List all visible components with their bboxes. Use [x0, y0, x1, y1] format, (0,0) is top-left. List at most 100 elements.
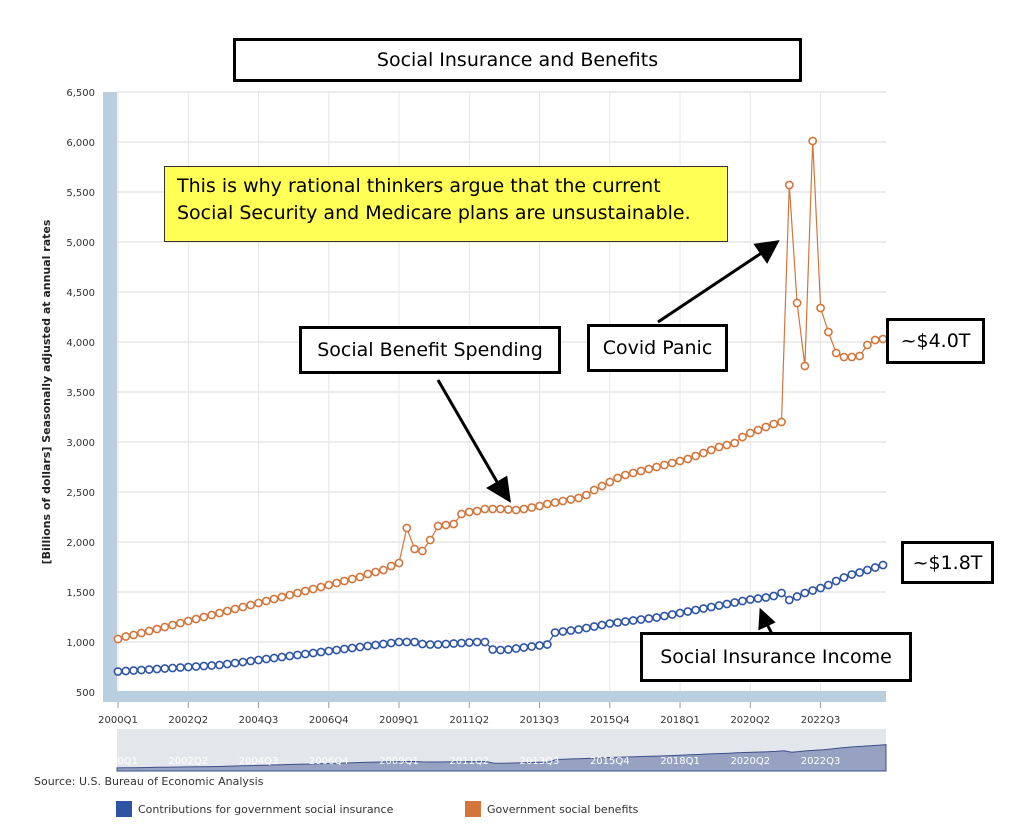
series-1-point[interactable]: [386, 561, 396, 571]
series-1-point[interactable]: [472, 506, 482, 516]
series-0-point[interactable]: [870, 563, 880, 572]
series-1-point[interactable]: [152, 624, 162, 634]
series-1-point[interactable]: [207, 610, 217, 620]
series-0-point[interactable]: [261, 654, 271, 664]
series-0-point[interactable]: [761, 593, 771, 602]
series-0-point[interactable]: [753, 594, 763, 603]
series-1-point[interactable]: [113, 634, 123, 644]
series-1-point[interactable]: [667, 458, 677, 468]
series-0-point[interactable]: [511, 644, 521, 653]
series-0-point[interactable]: [160, 664, 170, 673]
series-1-point[interactable]: [496, 504, 505, 514]
series-1-point[interactable]: [144, 626, 154, 636]
series-0-point[interactable]: [355, 642, 365, 652]
series-0-point[interactable]: [503, 645, 513, 654]
series-0-point[interactable]: [488, 645, 498, 654]
series-1-point[interactable]: [285, 590, 295, 600]
series-0-point[interactable]: [129, 666, 138, 675]
series-1-point[interactable]: [160, 622, 170, 632]
series-1-point[interactable]: [464, 507, 474, 517]
series-1-point[interactable]: [792, 298, 802, 308]
series-1-point[interactable]: [824, 327, 833, 337]
series-0-point[interactable]: [425, 640, 435, 649]
series-1-point[interactable]: [660, 460, 669, 470]
series-1-point[interactable]: [831, 348, 841, 358]
series-1-point[interactable]: [652, 462, 661, 472]
series-0-point[interactable]: [339, 644, 349, 654]
series-1-point[interactable]: [269, 594, 279, 604]
series-0-point[interactable]: [472, 637, 482, 647]
series-0-point[interactable]: [215, 660, 224, 670]
series-0-point[interactable]: [628, 616, 638, 625]
series-1-point[interactable]: [449, 519, 459, 529]
series-0-point[interactable]: [308, 648, 318, 658]
series-0-point[interactable]: [863, 565, 872, 575]
series-0-point[interactable]: [621, 617, 630, 626]
series-0-point[interactable]: [738, 596, 747, 606]
series-1-point[interactable]: [550, 498, 560, 507]
series-1-point[interactable]: [738, 432, 747, 442]
series-1-point[interactable]: [855, 351, 864, 361]
series-1-point[interactable]: [488, 504, 498, 514]
series-0-point[interactable]: [316, 647, 326, 657]
series-0-point[interactable]: [386, 638, 396, 648]
series-0-point[interactable]: [636, 615, 646, 624]
series-0-point[interactable]: [605, 619, 615, 628]
series-1-point[interactable]: [613, 473, 622, 483]
series-0-point[interactable]: [644, 614, 654, 623]
legend-item-benefits[interactable]: Government social benefits: [465, 801, 638, 817]
series-0-point[interactable]: [558, 627, 568, 636]
series-0-point[interactable]: [839, 573, 849, 582]
series-0-point[interactable]: [496, 645, 505, 655]
series-0-point[interactable]: [269, 653, 279, 663]
series-0-point[interactable]: [706, 602, 716, 612]
series-1-point[interactable]: [254, 598, 263, 608]
series-1-point[interactable]: [605, 477, 615, 487]
series-0-point[interactable]: [691, 605, 701, 615]
series-1-point[interactable]: [222, 606, 232, 616]
series-0-point[interactable]: [784, 595, 794, 605]
series-0-point[interactable]: [246, 656, 256, 666]
series-1-point[interactable]: [441, 520, 451, 530]
series-1-point[interactable]: [691, 451, 701, 461]
series-1-point[interactable]: [308, 584, 318, 594]
series-1-point[interactable]: [777, 417, 786, 427]
series-0-point[interactable]: [574, 625, 583, 634]
series-0-point[interactable]: [332, 645, 341, 655]
series-0-point[interactable]: [449, 639, 459, 648]
series-1-point[interactable]: [183, 616, 193, 626]
series-1-point[interactable]: [636, 466, 646, 476]
series-0-point[interactable]: [745, 595, 755, 604]
series-0-point[interactable]: [652, 613, 661, 622]
series-1-point[interactable]: [870, 335, 880, 345]
series-1-point[interactable]: [714, 442, 724, 452]
series-1-point[interactable]: [457, 509, 466, 519]
navigator[interactable]: 2000Q1 2002Q2 2004Q3 2006Q4 2009Q1 2011Q2 2013…: [98, 729, 887, 772]
series-1-point[interactable]: [535, 501, 544, 511]
series-1-point[interactable]: [519, 504, 529, 514]
series-0-point[interactable]: [402, 637, 412, 647]
series-0-point[interactable]: [199, 661, 209, 671]
series-0-point[interactable]: [831, 576, 841, 586]
series-0-point[interactable]: [566, 626, 576, 635]
series-1-point[interactable]: [621, 470, 630, 480]
series-1-point[interactable]: [402, 523, 412, 533]
series-0-point[interactable]: [777, 588, 786, 598]
series-0-point[interactable]: [769, 591, 779, 601]
series-1-point[interactable]: [511, 505, 521, 515]
series-0-point[interactable]: [378, 639, 388, 649]
legend-item-insurance[interactable]: Contributions for government social insu…: [116, 801, 393, 817]
series-1-point[interactable]: [863, 340, 872, 350]
series-1-point[interactable]: [261, 596, 271, 606]
series-1-point[interactable]: [574, 493, 583, 503]
series-0-point[interactable]: [464, 638, 474, 647]
series-0-point[interactable]: [582, 623, 591, 633]
series-1-point[interactable]: [839, 352, 849, 362]
series-1-point[interactable]: [277, 592, 287, 602]
series-1-point[interactable]: [378, 565, 388, 575]
series-1-point[interactable]: [706, 445, 716, 455]
series-1-point[interactable]: [293, 588, 302, 598]
series-0-point[interactable]: [230, 658, 240, 668]
series-0-point[interactable]: [324, 646, 334, 656]
series-0-point[interactable]: [878, 560, 888, 570]
